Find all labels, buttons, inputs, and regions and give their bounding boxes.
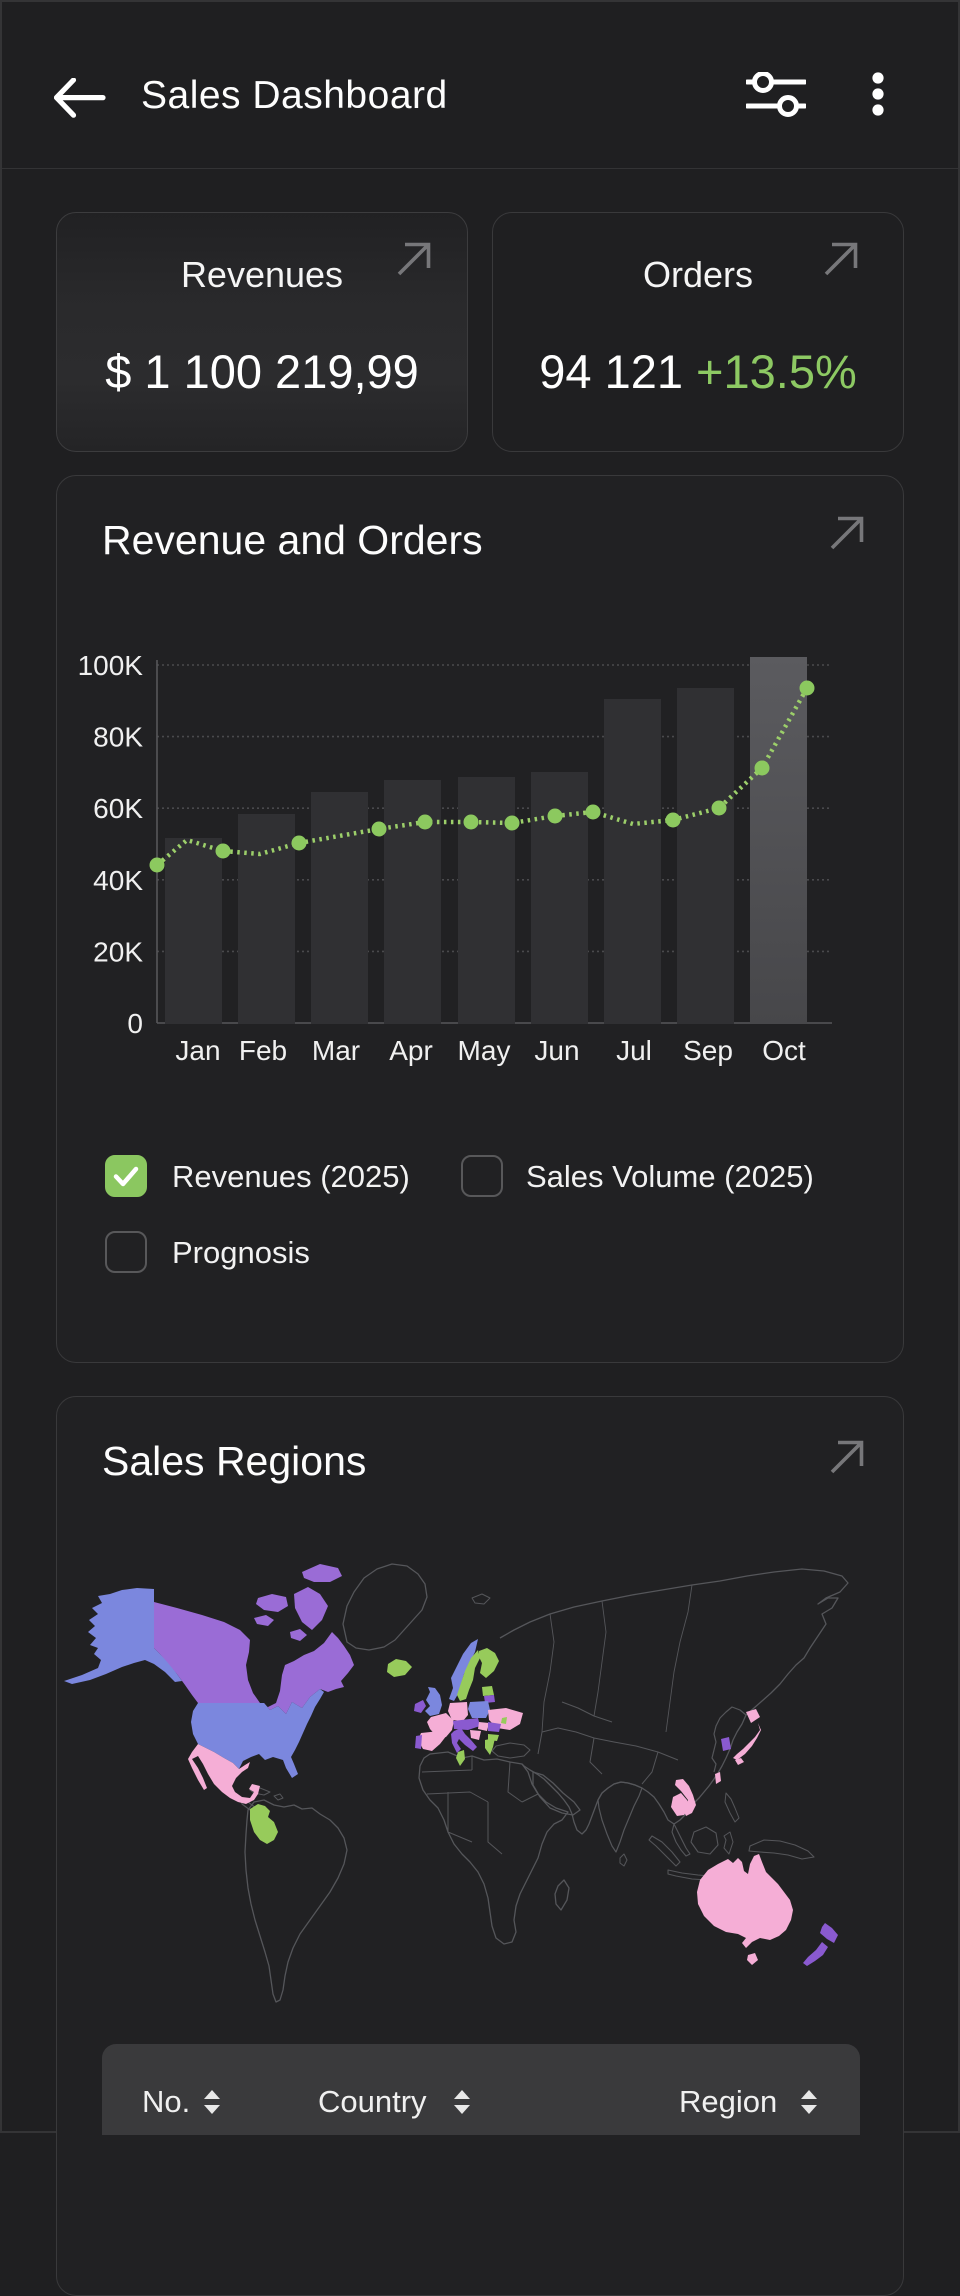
svg-text:60K: 60K — [93, 793, 143, 824]
svg-text:20K: 20K — [93, 936, 143, 967]
svg-text:0: 0 — [127, 1008, 143, 1039]
svg-text:Sep: Sep — [683, 1035, 733, 1066]
svg-text:40K: 40K — [93, 865, 143, 896]
svg-text:Jan: Jan — [175, 1035, 220, 1066]
svg-text:Mar: Mar — [312, 1035, 360, 1066]
svg-text:May: May — [458, 1035, 511, 1066]
svg-text:80K: 80K — [93, 722, 143, 753]
svg-text:Apr: Apr — [389, 1035, 433, 1066]
svg-text:Oct: Oct — [762, 1035, 806, 1066]
svg-text:Jul: Jul — [616, 1035, 652, 1066]
svg-text:100K: 100K — [78, 650, 144, 681]
svg-text:Jun: Jun — [534, 1035, 579, 1066]
svg-text:Feb: Feb — [239, 1035, 287, 1066]
